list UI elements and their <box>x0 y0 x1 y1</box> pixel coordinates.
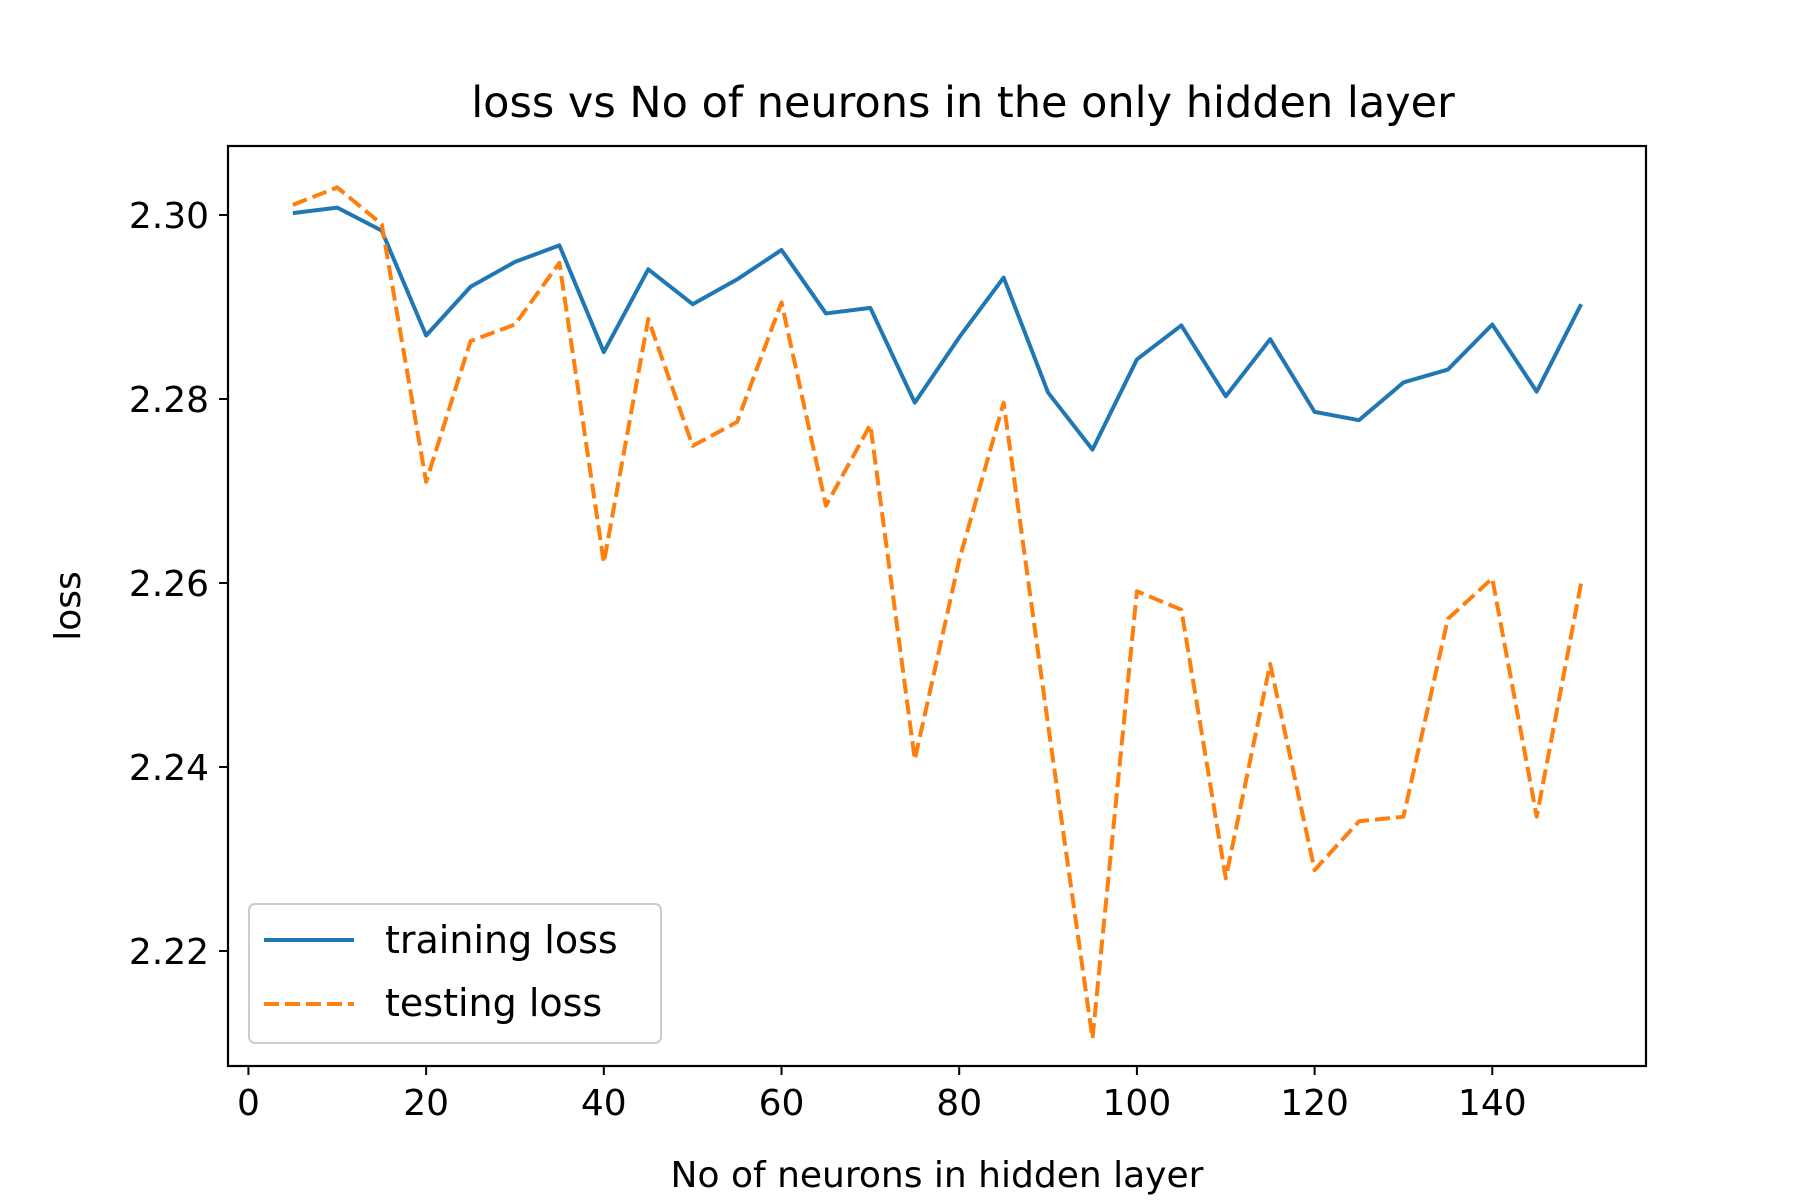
x-tick-label: 60 <box>759 1083 805 1124</box>
legend-label-testing: testing loss <box>385 981 602 1025</box>
x-tick-label: 100 <box>1103 1083 1172 1124</box>
x-tick-label: 120 <box>1280 1083 1349 1124</box>
x-tick-label: 80 <box>936 1083 982 1124</box>
series-line-testing-loss <box>292 185 1584 1041</box>
y-axis-label: loss <box>48 571 89 641</box>
x-tick-label: 20 <box>403 1083 449 1124</box>
x-tick-label: 140 <box>1458 1083 1527 1124</box>
y-tick-label: 2.28 <box>129 380 209 421</box>
x-tick-label: 0 <box>237 1083 260 1124</box>
series-layer <box>292 185 1584 1041</box>
y-tick-label: 2.26 <box>129 564 209 605</box>
legend-label-training: training loss <box>385 918 618 962</box>
ticks-layer: 0 20 40 60 80 100 120 140 2.22 2.24 2.26 2.28 2.30 <box>129 196 1527 1124</box>
x-axis-label: No of neurons in hidden layer <box>671 1155 1204 1196</box>
series-line-training-loss <box>292 205 1583 452</box>
y-tick-label: 2.24 <box>129 748 209 789</box>
chart-title: loss vs No of neurons in the only hidden… <box>471 78 1455 128</box>
plot-area-frame <box>226 144 1648 1068</box>
y-tick-label: 2.30 <box>129 196 209 237</box>
legend: training loss testing loss <box>248 903 662 1044</box>
x-tick-label: 40 <box>581 1083 627 1124</box>
y-tick-label: 2.22 <box>129 932 209 973</box>
